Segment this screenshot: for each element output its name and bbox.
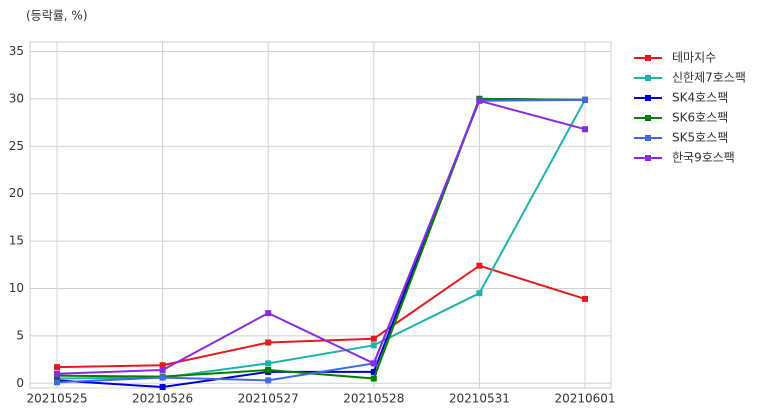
legend-marker xyxy=(645,95,651,101)
legend-label: 한국9호스팩 xyxy=(672,151,735,165)
marker xyxy=(265,360,272,367)
x-tick-label: 20210527 xyxy=(238,392,299,406)
y-tick-label: 30 xyxy=(9,91,24,105)
marker xyxy=(265,339,272,346)
legend-marker xyxy=(645,75,651,81)
series-line xyxy=(56,99,586,375)
y-tick-label: 25 xyxy=(9,139,24,153)
marker xyxy=(370,335,377,342)
marker xyxy=(54,364,60,371)
y-tick-label: 35 xyxy=(9,44,24,58)
series-line xyxy=(56,98,586,384)
legend-marker xyxy=(645,135,651,141)
y-tick-label: 10 xyxy=(9,281,24,295)
legend-label: SK5호스팩 xyxy=(672,131,728,145)
legend-marker xyxy=(645,115,651,121)
series-line xyxy=(56,97,586,380)
series-line xyxy=(56,264,586,369)
marker xyxy=(265,366,272,373)
marker xyxy=(476,262,483,269)
legend-label: 테마지수 xyxy=(672,51,716,65)
marker xyxy=(370,375,377,382)
x-tick-label: 20210528 xyxy=(343,392,404,406)
y-tick-label: 15 xyxy=(9,234,24,248)
marker xyxy=(265,377,272,384)
marker xyxy=(54,379,60,386)
marker xyxy=(159,374,166,381)
y-tick-label: 0 xyxy=(16,376,24,390)
legend-label: SK4호스팩 xyxy=(672,91,728,105)
marker xyxy=(582,295,588,302)
marker xyxy=(159,362,166,369)
marker xyxy=(159,384,166,391)
marker xyxy=(582,96,588,103)
legend-label: SK6호스팩 xyxy=(672,111,728,125)
marker xyxy=(582,126,588,133)
x-tick-label: 20210526 xyxy=(132,392,193,406)
marker xyxy=(54,370,60,377)
series-line xyxy=(56,99,586,380)
marker xyxy=(476,97,483,104)
legend-marker xyxy=(645,155,651,161)
x-tick-label: 20210525 xyxy=(26,392,87,406)
legend-label: 신한제7호스팩 xyxy=(672,71,746,85)
marker xyxy=(370,342,377,349)
marker xyxy=(370,360,377,367)
marker xyxy=(370,368,377,375)
marker xyxy=(265,310,272,317)
y-axis-label: (등락률, %) xyxy=(26,9,88,23)
marker xyxy=(159,366,166,373)
x-tick-label: 20210531 xyxy=(449,392,510,406)
marker xyxy=(476,290,483,297)
x-tick-label: 20210601 xyxy=(554,392,615,406)
y-tick-label: 5 xyxy=(16,328,24,342)
legend-marker xyxy=(645,55,651,61)
y-tick-label: 20 xyxy=(9,186,24,200)
plot-area xyxy=(29,41,612,389)
